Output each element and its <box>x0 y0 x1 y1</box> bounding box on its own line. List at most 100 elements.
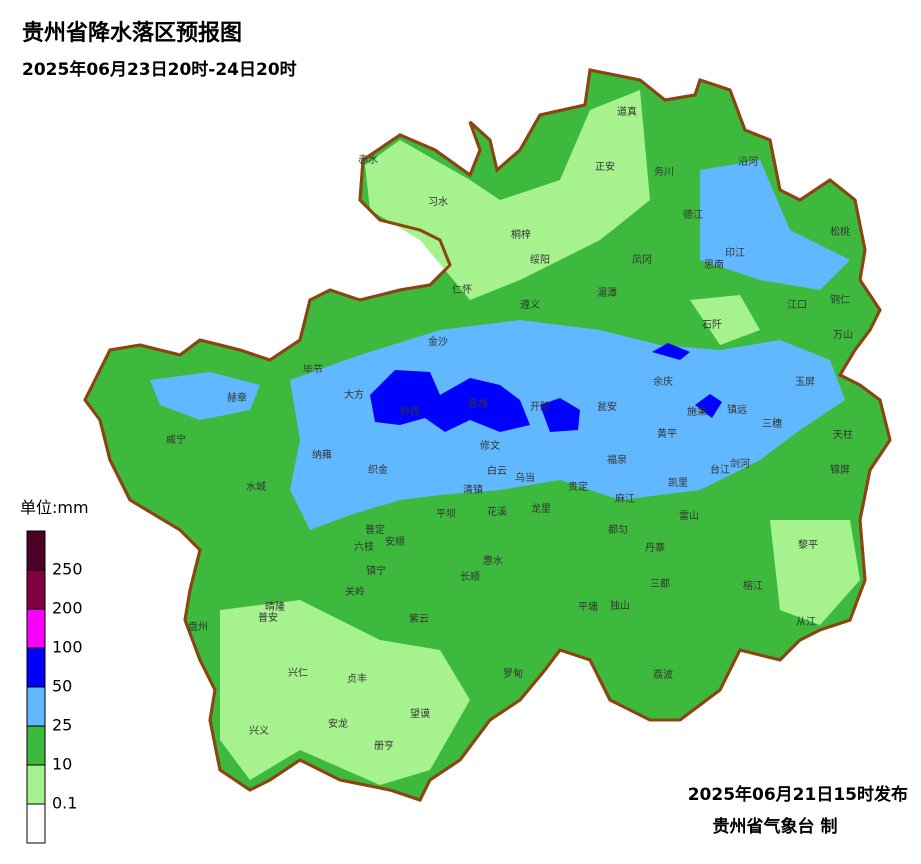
county-name: 松桃 <box>830 225 850 238</box>
county-name: 赤水 <box>358 154 378 166</box>
legend-swatch <box>26 764 46 805</box>
county-name: 望谟 <box>410 707 430 720</box>
light-rain-area <box>770 520 860 625</box>
county-name: 台江 <box>710 463 730 476</box>
county-name: 乌当 <box>515 471 535 484</box>
legend: 0.1 10 25 50 100 200 250 <box>26 530 83 844</box>
county-name: 榕江 <box>743 579 763 592</box>
county-name: 兴仁 <box>288 667 308 679</box>
county-name: 毕节 <box>303 363 323 376</box>
county-name: 锦屏 <box>830 463 850 476</box>
county-name: 余庆 <box>653 375 673 388</box>
county-name: 威宁 <box>166 433 186 446</box>
heavy-rain-area <box>370 370 530 432</box>
county-name: 安顺 <box>385 535 405 548</box>
county-name: 平坝 <box>436 508 456 520</box>
light-rain-area <box>365 90 650 300</box>
map-subtitle: 2025年06月23日20时-24日20时 <box>22 59 297 80</box>
light-rain-area <box>690 295 760 345</box>
county-name: 赫章 <box>227 391 247 404</box>
legend-label: 50 <box>52 677 72 696</box>
issue-time: 2025年06月21日15时发布 <box>688 784 908 805</box>
county-name: 镇宁 <box>366 564 386 577</box>
county-name: 罗甸 <box>503 667 523 680</box>
county-name: 贵定 <box>568 480 588 493</box>
county-name: 册亨 <box>374 739 394 752</box>
county-name: 黄平 <box>657 427 677 440</box>
county-name: 都匀 <box>608 524 628 536</box>
county-name: 平塘 <box>578 600 598 613</box>
moderate-rain-area <box>700 160 850 290</box>
legend-label: 200 <box>52 599 83 618</box>
legend-label: 10 <box>52 755 72 774</box>
province-shape <box>83 68 892 802</box>
legend-label: 250 <box>52 560 83 579</box>
legend-swatch <box>26 569 46 610</box>
county-name: 剑河 <box>730 457 750 470</box>
heavy-rain-area <box>540 398 580 432</box>
county-name: 晴隆 <box>265 600 285 613</box>
legend-swatch <box>26 647 46 688</box>
legend-swatch <box>26 803 46 844</box>
county-name: 惠水 <box>483 554 503 567</box>
county-name: 雷山 <box>679 510 699 522</box>
county-name: 印江 <box>725 247 745 259</box>
county-name: 长顺 <box>460 571 480 583</box>
county-name: 福泉 <box>607 453 627 466</box>
county-name: 开阳 <box>530 401 550 413</box>
county-name: 兴义 <box>249 725 269 737</box>
county-name: 施秉 <box>687 405 707 418</box>
county-name: 花溪 <box>487 505 507 518</box>
county-name: 水城 <box>246 481 266 493</box>
legend-label: 0.1 <box>52 794 77 813</box>
map-title: 贵州省降水落区预报图 <box>22 21 242 46</box>
county-name: 关岭 <box>345 585 365 598</box>
county-name: 盘州 <box>188 620 208 633</box>
agency: 贵州省气象台 制 <box>713 816 838 837</box>
county-name: 清镇 <box>463 483 483 496</box>
legend-swatch <box>26 725 46 766</box>
county-name: 纳雍 <box>312 448 332 461</box>
county-name: 麻江 <box>615 492 635 505</box>
county-name: 从江 <box>796 616 816 628</box>
county-name: 正安 <box>595 160 615 173</box>
county-name: 金沙 <box>428 335 448 348</box>
county-name: 修文 <box>480 439 500 452</box>
county-name: 龙里 <box>531 502 551 515</box>
county-name: 大方 <box>344 388 364 401</box>
legend-unit: 单位:mm <box>20 498 89 517</box>
county-name: 普定 <box>365 523 385 536</box>
county-name: 道真 <box>617 105 637 118</box>
county-name: 安龙 <box>328 717 348 730</box>
county-name: 普安 <box>258 611 278 624</box>
county-name: 玉屏 <box>795 376 815 388</box>
county-name: 习水 <box>428 196 448 208</box>
county-name: 思南 <box>704 258 724 271</box>
county-name: 白云 <box>487 464 507 477</box>
legend-swatch <box>26 608 46 649</box>
county-name: 荔波 <box>653 668 673 681</box>
county-name: 德江 <box>683 208 703 221</box>
county-name: 江口 <box>787 299 807 311</box>
county-name: 息烽 <box>468 397 488 410</box>
county-name: 遵义 <box>520 298 540 311</box>
county-name: 铜仁 <box>830 294 850 306</box>
county-name: 仁怀 <box>452 284 472 296</box>
county-name: 贞丰 <box>347 672 367 685</box>
county-name: 凤冈 <box>632 254 652 266</box>
county-name: 瓮安 <box>597 400 617 413</box>
heavy-rain-area <box>695 394 722 418</box>
light-rain-area <box>220 600 470 785</box>
county-name: 六枝 <box>354 540 374 553</box>
county-name: 织金 <box>368 463 388 476</box>
county-name: 黎平 <box>798 538 818 551</box>
county-name: 天柱 <box>833 428 853 441</box>
heavy-rain-area <box>652 343 690 360</box>
county-name: 万山 <box>833 329 853 341</box>
county-name: 紫云 <box>409 613 429 625</box>
moderate-rain-area <box>150 372 260 420</box>
legend-label: 25 <box>52 716 72 735</box>
county-name: 沿河 <box>738 156 758 168</box>
